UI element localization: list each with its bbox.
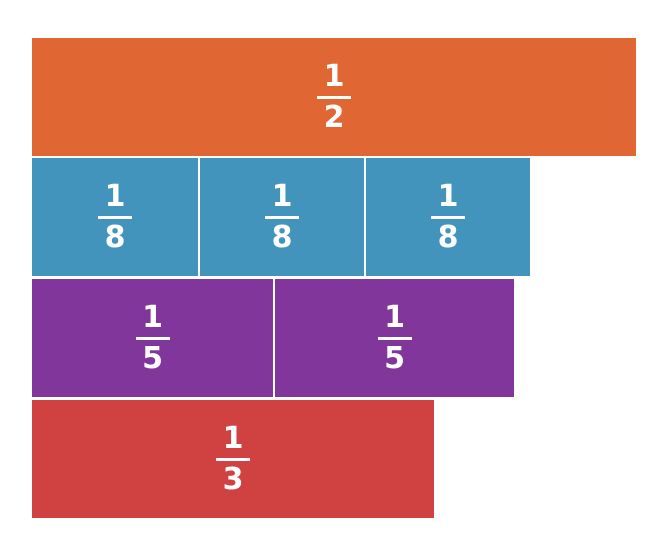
- row-one-fifths: 1 5 1 5: [32, 279, 514, 397]
- denominator: 8: [271, 219, 293, 255]
- fraction-tile-one-third: 1 3: [32, 400, 434, 518]
- numerator: 1: [437, 178, 459, 214]
- denominator: 5: [384, 340, 405, 376]
- fraction-bar-line: [98, 215, 132, 219]
- fraction-bar-line: [317, 95, 351, 99]
- fraction-tile-one-eighth: 1 8: [198, 158, 364, 276]
- denominator: 3: [222, 461, 244, 497]
- row-one-eighths: 1 8 1 8 1 8: [32, 158, 530, 276]
- fraction-bar-line: [216, 457, 250, 461]
- fraction-bar-line: [135, 336, 170, 340]
- fraction-tile-one-fifth: 1 5: [32, 279, 273, 397]
- numerator: 1: [323, 58, 345, 94]
- fraction-tile-one-eighth: 1 8: [364, 158, 530, 276]
- numerator: 1: [142, 299, 163, 335]
- fraction-bar-line: [377, 336, 412, 340]
- numerator: 1: [104, 178, 126, 214]
- fraction-label: 1 8: [98, 178, 132, 255]
- denominator: 2: [323, 99, 345, 135]
- fraction-label: 1 2: [317, 58, 351, 135]
- fraction-label: 1 3: [216, 420, 250, 497]
- row-one-half: 1 2: [32, 38, 636, 156]
- row-one-third: 1 3: [32, 400, 434, 518]
- fraction-label: 1 8: [265, 178, 299, 255]
- denominator: 8: [437, 219, 459, 255]
- fraction-bar-line: [431, 215, 465, 219]
- fraction-tile-one-fifth: 1 5: [273, 279, 514, 397]
- denominator: 8: [104, 219, 126, 255]
- numerator: 1: [384, 299, 405, 335]
- numerator: 1: [271, 178, 293, 214]
- fraction-label: 1 5: [377, 299, 412, 376]
- denominator: 5: [142, 340, 163, 376]
- numerator: 1: [222, 420, 244, 456]
- fraction-label: 1 8: [431, 178, 465, 255]
- fraction-label: 1 5: [135, 299, 170, 376]
- fraction-tile-one-half: 1 2: [32, 38, 636, 156]
- fraction-tile-one-eighth: 1 8: [32, 158, 198, 276]
- fraction-bar-line: [265, 215, 299, 219]
